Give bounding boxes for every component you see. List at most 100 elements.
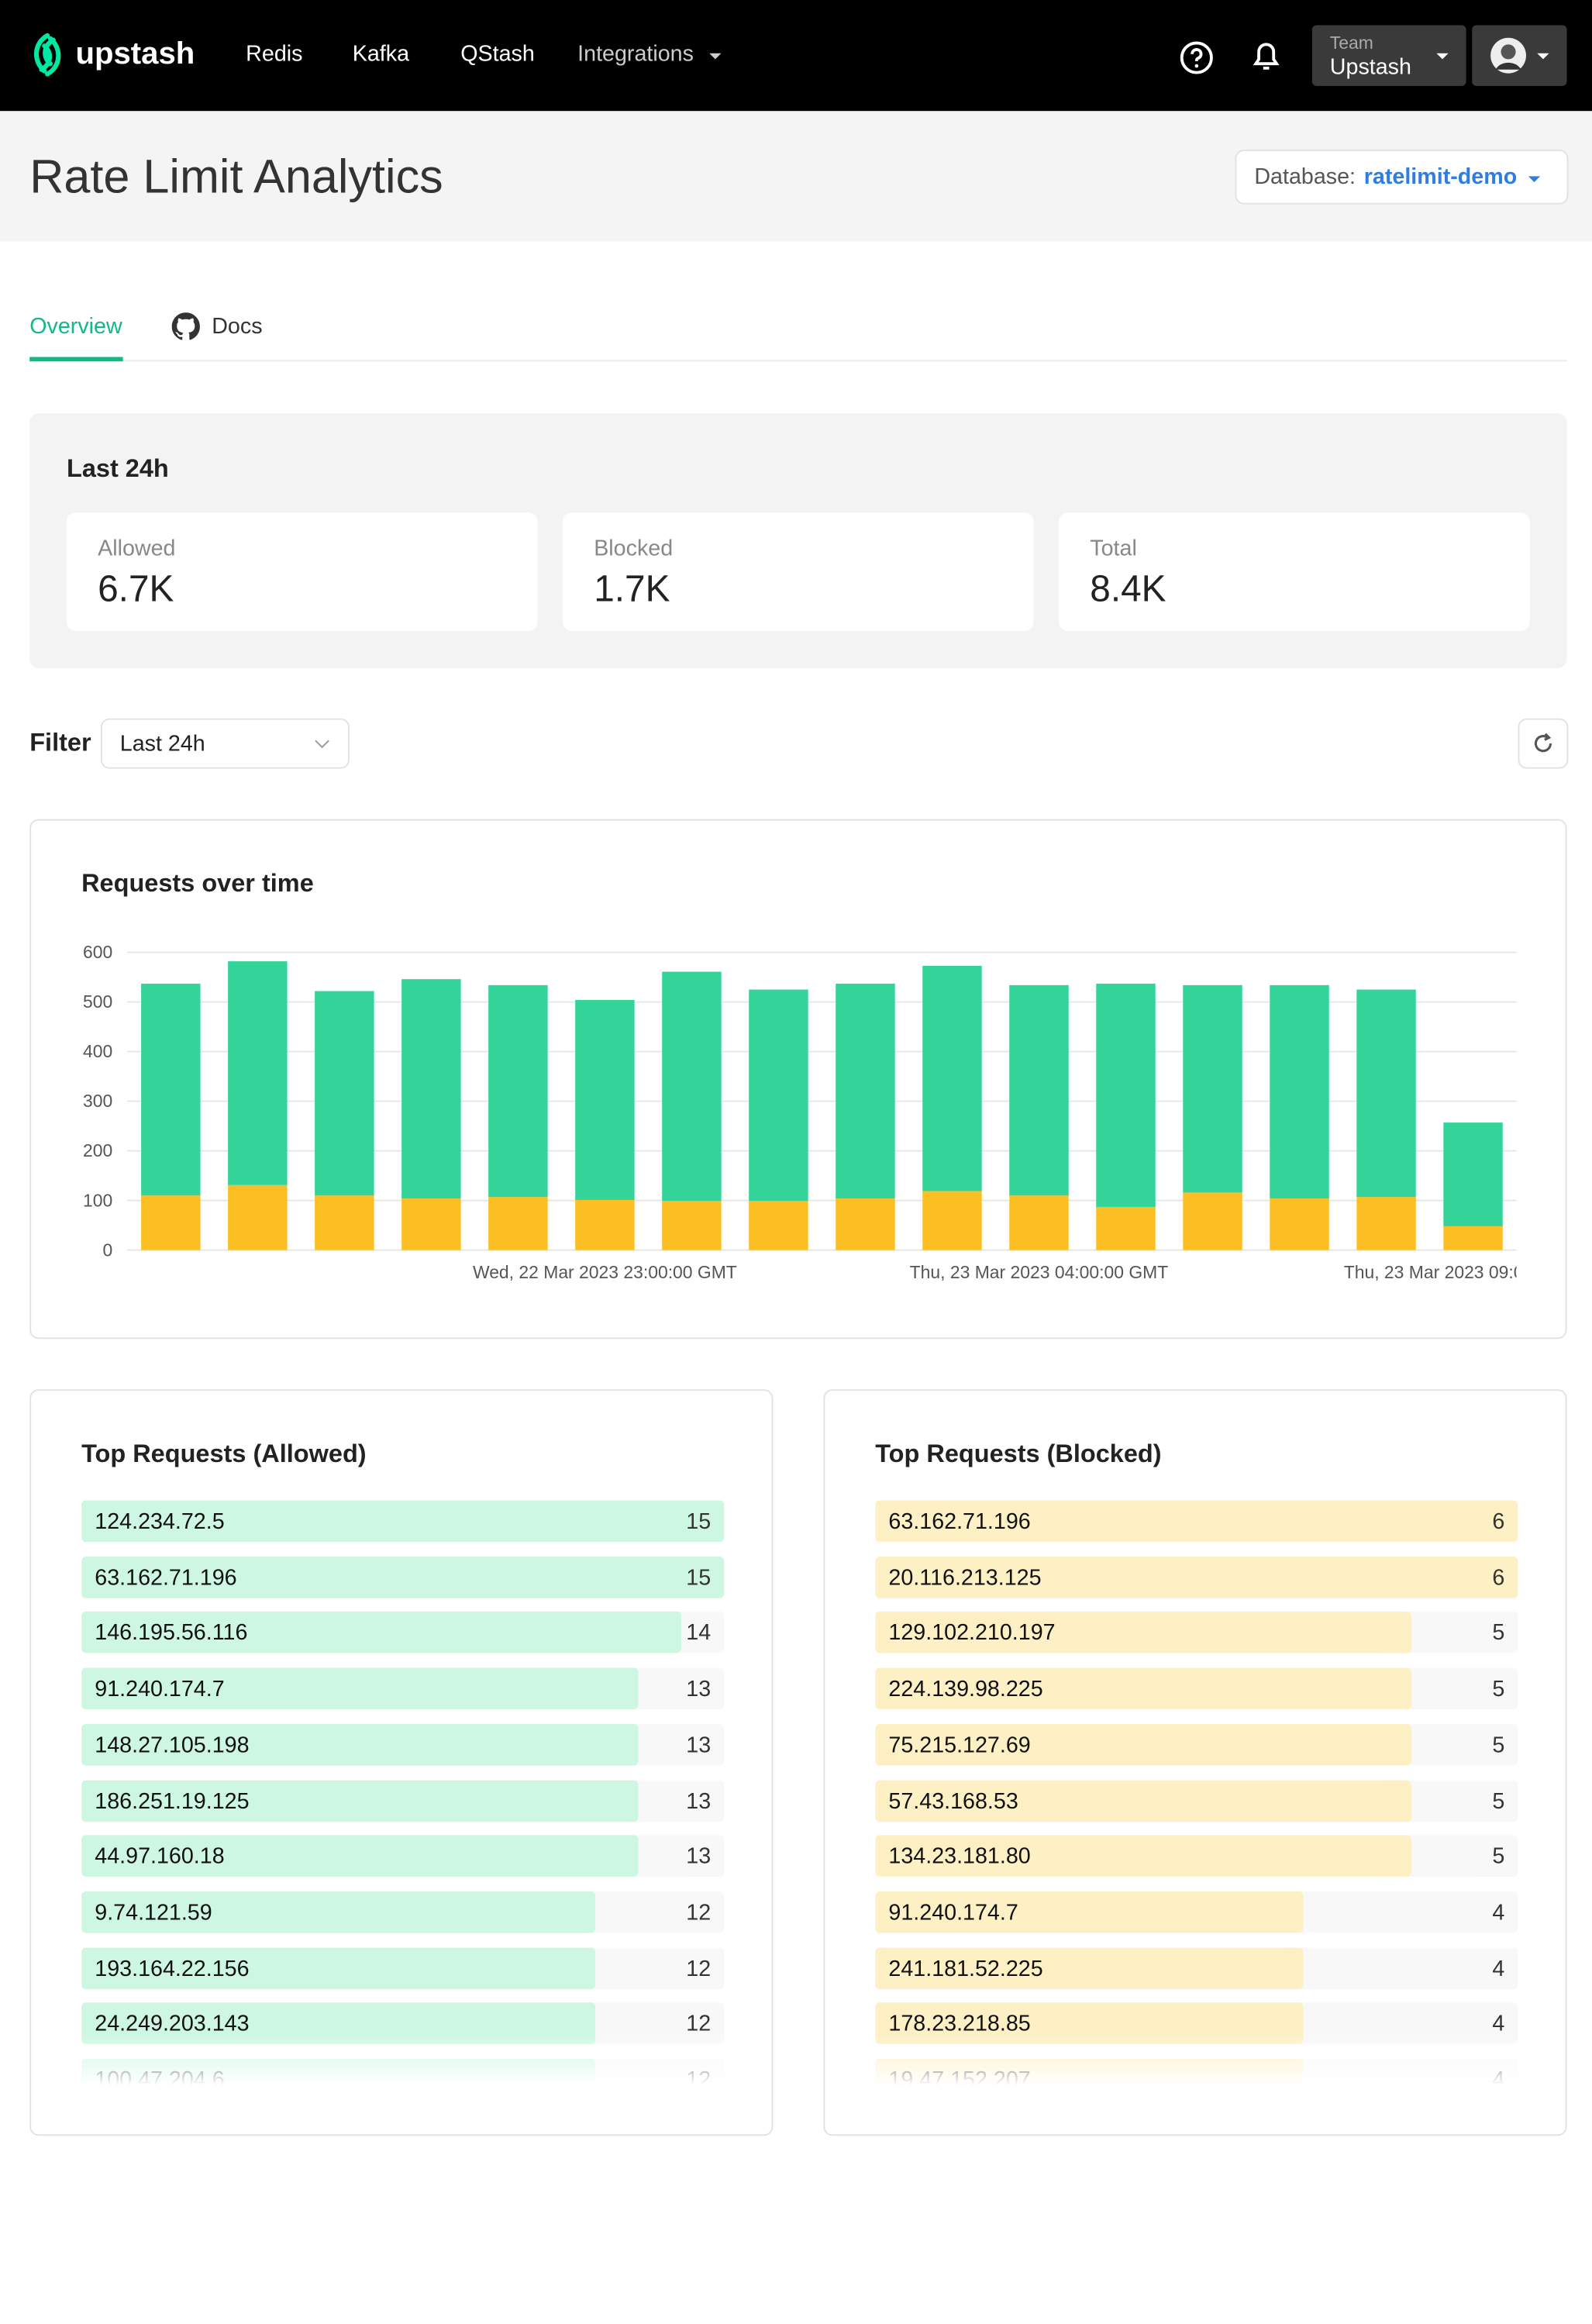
x-tick-label: Thu, 23 Mar 2023 09:00:00 GMT: [1344, 1262, 1566, 1282]
request-count: 5: [1492, 1621, 1504, 1646]
tab[interactable]: Docs: [212, 314, 262, 339]
bar-segment: [228, 961, 287, 1185]
ip-address: 75.215.127.69: [888, 1733, 1030, 1757]
list-title: Top Requests (Blocked): [875, 1440, 1161, 1469]
navbar: upstash Redis Kafka QStash Integrations …: [0, 0, 1592, 111]
ip-address: 124.234.72.5: [95, 1509, 224, 1534]
ip-address: 134.23.181.80: [888, 1844, 1030, 1869]
bar-segment: [1183, 1192, 1242, 1250]
avatar: [1490, 37, 1527, 74]
bar-segment: [1009, 1195, 1068, 1250]
bar-segment: [922, 966, 981, 1191]
stat-card: Total 8.4K: [1059, 512, 1530, 631]
list-row: 129.102.210.1975: [875, 1612, 1518, 1653]
bar-segment: [1443, 1122, 1502, 1226]
request-count: 5: [1492, 1677, 1504, 1702]
bar-segment: [749, 1201, 808, 1250]
nav-link[interactable]: Kafka: [353, 41, 409, 66]
chevron: [314, 739, 330, 749]
x-tick-label: Thu, 23 Mar 2023 04:00:00 GMT: [910, 1262, 1169, 1282]
summary-title: Last 24h: [67, 455, 169, 484]
nav-link[interactable]: Integrations: [577, 41, 694, 66]
request-count: 12: [686, 1956, 711, 1981]
tab-underline: [29, 357, 122, 361]
chart-card: Requests over time 0100200300400500600We…: [29, 819, 1566, 1340]
request-count: 4: [1492, 2067, 1504, 2092]
ip-address: 24.249.203.143: [95, 2012, 249, 2036]
y-tick-label: 400: [83, 1041, 112, 1061]
help-icon[interactable]: [1179, 40, 1215, 76]
stat-value: 6.7K: [98, 569, 174, 612]
list-row: 44.97.160.18 13: [81, 1836, 724, 1877]
bar-segment: [488, 1197, 547, 1250]
bar-segment: [575, 1000, 634, 1200]
stat-value: 8.4K: [1090, 569, 1166, 612]
request-count: 12: [686, 1900, 711, 1925]
bar-segment: [1096, 1207, 1155, 1250]
filter-select[interactable]: Last 24h: [101, 719, 350, 769]
bar-segment: [1096, 984, 1155, 1207]
nav-link[interactable]: Redis: [246, 41, 302, 66]
list-row: 63.162.71.1966: [875, 1501, 1518, 1542]
ip-address: 148.27.105.198: [95, 1733, 249, 1757]
ip-address: 91.240.174.7: [95, 1677, 224, 1702]
y-tick-label: 0: [102, 1240, 112, 1260]
database-select[interactable]: Database: ratelimit-demo: [1235, 150, 1569, 205]
filter-label: Filter: [29, 729, 91, 758]
list-row: 63.162.71.19615: [81, 1557, 724, 1598]
bar-segment: [1183, 985, 1242, 1193]
bar-segment: [1356, 1197, 1415, 1250]
request-count: 6: [1492, 1509, 1504, 1534]
chart: 0100200300400500600Wed, 22 Mar 2023 23:0…: [31, 821, 1565, 1338]
page-title: Rate Limit Analytics: [29, 150, 443, 205]
x-tick-label: Wed, 22 Mar 2023 23:00:00 GMT: [473, 1262, 737, 1282]
list-row: 24.249.203.143 12: [81, 2003, 724, 2044]
list-row: 146.195.56.11614: [81, 1612, 724, 1653]
tab-active[interactable]: Overview: [29, 314, 122, 339]
y-tick-label: 500: [83, 991, 112, 1012]
ip-address: 241.181.52.225: [888, 1956, 1042, 1981]
bar-segment: [1356, 990, 1415, 1198]
list-row: 224.139.98.2255: [875, 1668, 1518, 1709]
database-name: ratelimit-demo: [1364, 164, 1517, 189]
ip-address: 100.47.204.6: [95, 2067, 224, 2092]
refresh-button[interactable]: [1518, 719, 1568, 769]
caret: [1535, 52, 1550, 60]
logo: [28, 31, 67, 78]
request-count: 13: [686, 1844, 711, 1869]
list-row: 100.47.204.612: [81, 2059, 724, 2100]
stat-label: Total: [1090, 536, 1137, 561]
bar-segment: [1270, 985, 1328, 1198]
tab-border: [29, 360, 1566, 361]
ip-address: 63.162.71.196: [95, 1565, 236, 1590]
request-count: 5: [1492, 1733, 1504, 1757]
request-count: 12: [686, 2012, 711, 2036]
team-switcher[interactable]: Team Upstash: [1312, 25, 1466, 85]
stat-card: Allowed 6.7K: [67, 512, 538, 631]
bar-segment: [1443, 1226, 1502, 1250]
nav-link[interactable]: QStash: [460, 41, 535, 66]
y-tick-label: 600: [83, 942, 112, 962]
bar-segment: [141, 1195, 200, 1250]
request-count: 4: [1492, 2012, 1504, 2036]
request-count: 5: [1492, 1844, 1504, 1869]
bar-segment: [315, 1195, 374, 1250]
request-count: 13: [686, 1677, 711, 1702]
brand[interactable]: upstash: [75, 37, 195, 73]
ip-address: 57.43.168.53: [888, 1788, 1018, 1813]
user-menu[interactable]: [1472, 25, 1566, 85]
list-row: 19.47.152.2074: [875, 2059, 1518, 2100]
ip-address: 91.240.174.7: [888, 1900, 1018, 1925]
bar-segment: [315, 991, 374, 1196]
list-row: 186.251.19.12513: [81, 1780, 724, 1821]
ip-address: 44.97.160.18: [95, 1844, 224, 1869]
stat-label: Allowed: [98, 536, 175, 561]
bell-icon[interactable]: [1250, 39, 1283, 74]
top-blocked-card: Top Requests (Blocked) 63.162.71.196620.…: [823, 1389, 1566, 2136]
list-row: 9.74.121.5912: [81, 1891, 724, 1933]
request-count: 6: [1492, 1565, 1504, 1590]
bar-segment: [836, 1198, 894, 1250]
list-row: 241.181.52.2254: [875, 1947, 1518, 1988]
list-row: 124.234.72.515: [81, 1501, 724, 1542]
